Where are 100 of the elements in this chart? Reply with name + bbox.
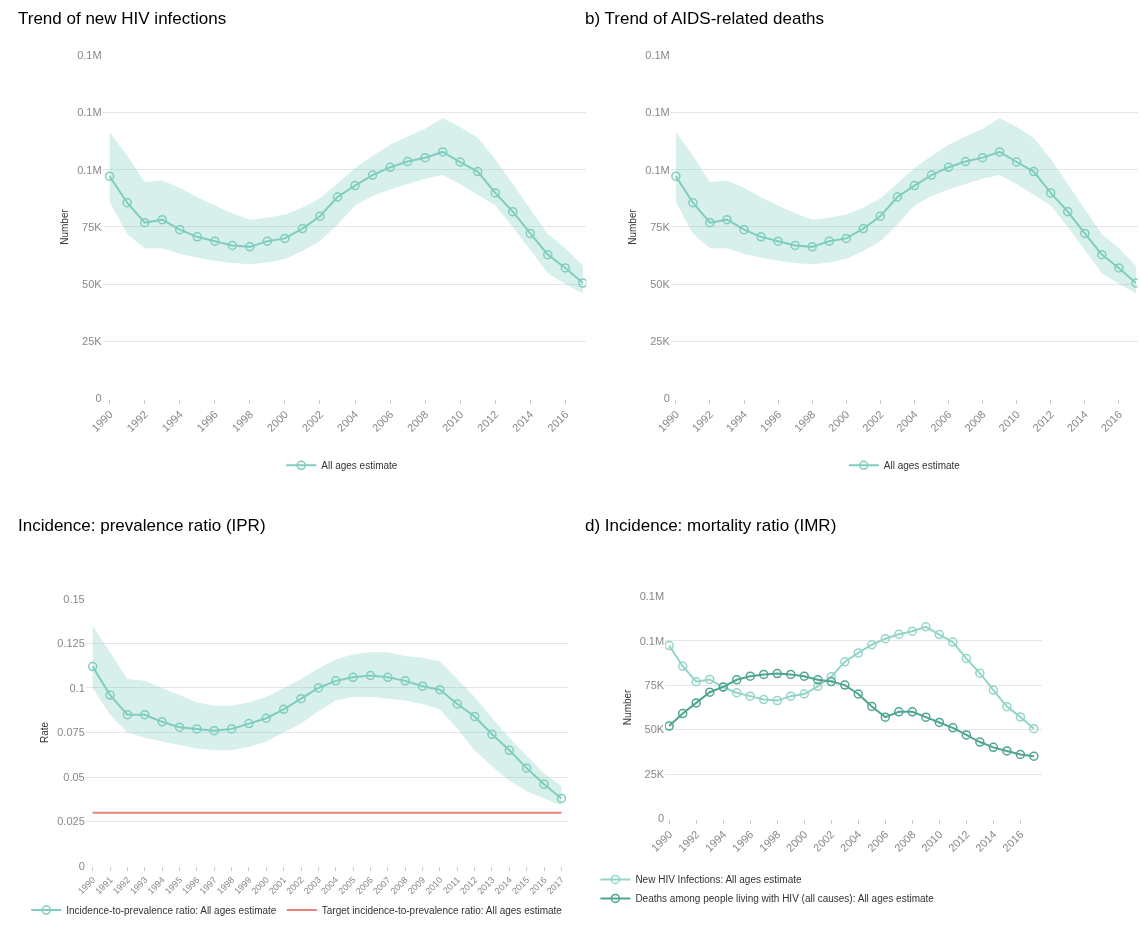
- y-tick-label: 0.1M: [77, 49, 102, 62]
- point: [665, 721, 674, 731]
- point: [894, 707, 904, 717]
- y-tick-label: 25K: [644, 767, 665, 780]
- point: [367, 170, 378, 180]
- point: [892, 192, 903, 202]
- point: [417, 681, 428, 691]
- point: [1063, 206, 1073, 217]
- legend-label: Deaths among people living with HIV (all causes): All ages estimate: [635, 893, 935, 905]
- point: [691, 676, 701, 687]
- point: [365, 670, 376, 681]
- point: [139, 217, 150, 228]
- point: [297, 223, 308, 234]
- legend-label: All ages estimate: [883, 460, 961, 472]
- point: [209, 725, 219, 736]
- point: [758, 669, 769, 680]
- point: [948, 637, 958, 647]
- point: [977, 152, 988, 163]
- y-tick-label: 75K: [644, 678, 665, 691]
- point: [943, 162, 954, 173]
- point: [909, 180, 920, 191]
- point: [745, 671, 755, 681]
- point: [739, 224, 749, 235]
- point: [402, 156, 413, 167]
- point: [867, 701, 877, 712]
- y-tick-label: 50K: [82, 278, 103, 291]
- point: [934, 717, 945, 728]
- point: [383, 672, 393, 683]
- point: [435, 685, 445, 695]
- point: [894, 629, 904, 639]
- point: [722, 214, 732, 225]
- point: [420, 152, 430, 163]
- y-tick-label: 0.1M: [77, 163, 102, 176]
- chart-title: Incidence: prevalence ratio (IPR): [18, 516, 266, 535]
- point: [1045, 188, 1056, 198]
- y-tick-label: 0.05: [63, 770, 85, 783]
- point: [521, 763, 532, 773]
- point: [988, 685, 999, 695]
- point: [543, 249, 553, 260]
- point: [315, 211, 325, 221]
- point: [826, 676, 837, 687]
- point: [296, 693, 306, 704]
- point: [87, 661, 98, 672]
- point: [539, 779, 549, 789]
- point: [926, 170, 937, 180]
- chart-title: b) Trend of AIDS-related deaths: [585, 9, 825, 28]
- point: [688, 197, 698, 208]
- point: [330, 676, 341, 686]
- y-tick-label: 0.1M: [77, 106, 102, 119]
- point: [1011, 157, 1022, 167]
- y-tick-label: 0.125: [57, 637, 85, 650]
- y-tick-label: 0.1: [69, 681, 85, 694]
- point: [875, 211, 886, 221]
- point: [122, 709, 133, 720]
- y-tick-label: 0.025: [57, 815, 85, 828]
- point: [1114, 263, 1124, 273]
- point: [948, 723, 958, 733]
- y-tick-label: 50K: [650, 278, 671, 291]
- point: [227, 240, 238, 251]
- y-tick-label: 0: [78, 859, 85, 872]
- point: [786, 669, 796, 680]
- point: [313, 683, 324, 693]
- point: [907, 707, 918, 717]
- point: [1015, 712, 1026, 722]
- legend-label: Incidence-to-prevalence ratio: All ages estimate: [66, 904, 277, 916]
- point: [105, 690, 115, 700]
- point: [824, 236, 834, 246]
- point: [455, 157, 465, 167]
- point: [677, 661, 688, 671]
- point: [280, 233, 290, 244]
- point: [1015, 749, 1026, 760]
- point: [853, 648, 864, 658]
- y-tick-label: 75K: [650, 220, 671, 233]
- point: [262, 236, 273, 246]
- point: [261, 713, 272, 724]
- y-tick-label: 0.1M: [645, 106, 670, 119]
- y-axis-title: Number: [59, 208, 71, 245]
- point: [704, 674, 715, 685]
- chart-title: d) Incidence: mortality ratio (IMR): [585, 516, 837, 535]
- y-tick-label: 0.1M: [639, 634, 665, 647]
- point: [921, 622, 931, 632]
- point: [157, 214, 167, 225]
- point: [490, 188, 500, 198]
- point: [469, 711, 480, 722]
- y-axis-title: Number: [621, 688, 633, 726]
- point: [907, 626, 918, 636]
- point: [790, 240, 800, 251]
- point: [826, 672, 837, 682]
- point: [556, 793, 567, 804]
- point: [665, 640, 674, 651]
- legend-label: All ages estimate: [321, 460, 398, 472]
- point: [975, 668, 985, 678]
- point: [671, 171, 681, 181]
- point: [1028, 166, 1039, 177]
- point: [560, 263, 571, 273]
- point: [731, 688, 742, 698]
- point: [578, 278, 587, 288]
- point: [756, 232, 766, 242]
- point: [758, 694, 769, 705]
- y-tick-label: 0: [95, 392, 102, 405]
